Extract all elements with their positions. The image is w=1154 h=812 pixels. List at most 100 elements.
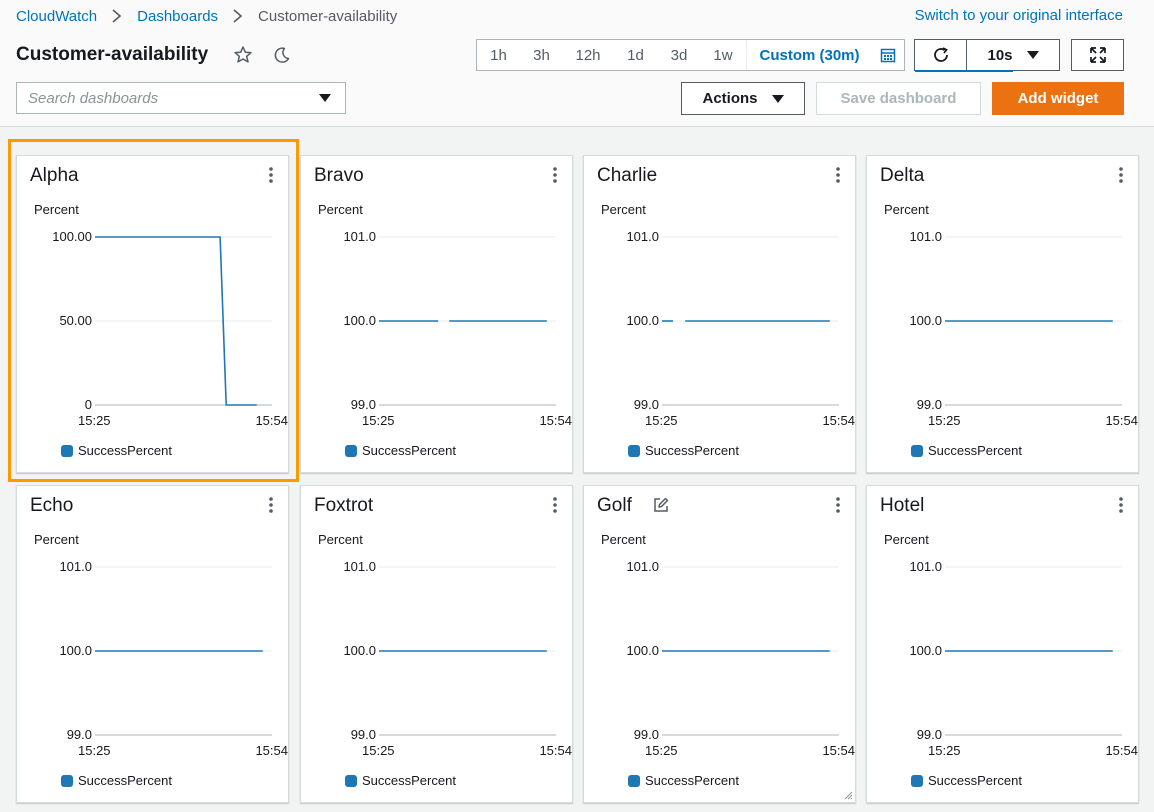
legend-swatch: [61, 774, 73, 787]
y-tick-label: 101.0: [343, 559, 376, 574]
widget-golf[interactable]: Golf Percent 101.0 100.0 99.0 15:25 15:54 Succe…: [583, 485, 856, 803]
widget-foxtrot[interactable]: Foxtrot Percent 101.0 100.0 99.0 15:25 15:54 Su…: [300, 485, 573, 803]
more-options-icon[interactable]: [1116, 166, 1126, 184]
y-tick-label: 99.0: [351, 397, 376, 412]
x-tick-label: 15:54: [255, 743, 288, 758]
chart-legend[interactable]: SuccessPercent: [61, 443, 172, 458]
chart-legend[interactable]: SuccessPercent: [911, 773, 1022, 788]
legend-label: SuccessPercent: [362, 443, 456, 458]
legend-swatch: [345, 774, 357, 787]
search-input[interactable]: [17, 83, 307, 113]
chart-legend[interactable]: SuccessPercent: [61, 773, 172, 788]
more-options-icon[interactable]: [266, 166, 276, 184]
more-options-icon[interactable]: [1116, 496, 1126, 514]
y-tick-label: 100.0: [343, 643, 376, 658]
x-tick-label: 15:25: [78, 413, 111, 428]
breadcrumb-dashboards-link[interactable]: Dashboards: [137, 7, 219, 25]
y-tick-label: 100.0: [626, 313, 659, 328]
legend-label: SuccessPercent: [362, 773, 456, 788]
chart-legend[interactable]: SuccessPercent: [345, 773, 456, 788]
refresh-button[interactable]: [915, 40, 967, 70]
y-tick-label: 99.0: [634, 397, 659, 412]
switch-interface-link[interactable]: Switch to your original interface: [914, 7, 1123, 24]
resize-handle-icon[interactable]: [843, 790, 853, 800]
time-range-3d[interactable]: 3d: [670, 46, 688, 64]
refresh-interval-dropdown[interactable]: 10s: [967, 40, 1059, 70]
more-options-icon[interactable]: [266, 496, 276, 514]
y-tick-label: 99.0: [67, 727, 92, 742]
time-range-1w[interactable]: 1w: [713, 46, 733, 64]
actions-button[interactable]: Actions: [681, 82, 805, 115]
y-tick-label: 99.0: [917, 397, 942, 412]
moon-icon[interactable]: [272, 45, 292, 65]
y-axis-unit-label: Percent: [601, 202, 646, 217]
y-tick-label: 50.00: [59, 313, 92, 328]
y-tick-label: 99.0: [917, 727, 942, 742]
legend-label: SuccessPercent: [645, 773, 739, 788]
search-dashboards: [16, 82, 346, 114]
more-options-icon[interactable]: [833, 166, 843, 184]
time-range-1d[interactable]: 1d: [627, 46, 644, 64]
y-tick-label: 100.0: [343, 313, 376, 328]
y-tick-label: 101.0: [343, 229, 376, 244]
series-line-successpercent: [95, 236, 257, 406]
time-range-3h[interactable]: 3h: [533, 46, 550, 64]
widget-echo[interactable]: Echo Percent 101.0 100.0 99.0 15:25 15:54 Succe…: [16, 485, 289, 803]
legend-label: SuccessPercent: [928, 443, 1022, 458]
chart-legend[interactable]: SuccessPercent: [345, 443, 456, 458]
widget-title: Alpha: [30, 165, 79, 186]
chevron-right-icon: [105, 7, 129, 25]
y-tick-label: 100.00: [52, 229, 92, 244]
widget-title: Golf: [597, 495, 632, 516]
y-tick-label: 99.0: [351, 727, 376, 742]
x-tick-label: 15:54: [539, 743, 572, 758]
edit-icon[interactable]: [653, 497, 669, 513]
add-widget-button[interactable]: Add widget: [992, 82, 1124, 115]
chart-legend[interactable]: SuccessPercent: [628, 773, 739, 788]
caret-down-icon[interactable]: [319, 94, 331, 102]
legend-swatch: [345, 444, 357, 457]
line-chart: 101.0 100.0 99.015:25 15:54: [59, 559, 288, 758]
widget-title: Echo: [30, 495, 74, 516]
line-chart: 100.00 50.00 015:25 15:54: [52, 229, 288, 428]
y-axis-unit-label: Percent: [34, 202, 79, 217]
y-tick-label: 101.0: [909, 559, 942, 574]
x-tick-label: 15:54: [539, 413, 572, 428]
y-tick-label: 101.0: [626, 559, 659, 574]
time-range-12h[interactable]: 12h: [575, 46, 601, 64]
widget-title: Hotel: [880, 495, 925, 516]
y-tick-label: 101.0: [59, 559, 92, 574]
widget-title: Charlie: [597, 165, 658, 186]
widget-delta[interactable]: Delta Percent 101.0 100.0 99.0 15:25 15:54 Succ…: [866, 155, 1139, 473]
save-dashboard-button[interactable]: Save dashboard: [816, 82, 981, 115]
more-options-icon[interactable]: [550, 166, 560, 184]
breadcrumb-cloudwatch-link[interactable]: CloudWatch: [16, 7, 98, 25]
y-axis-unit-label: Percent: [601, 532, 646, 547]
widget-bravo[interactable]: Bravo Percent 101.0 100.0 99.0 15:25 15:54 Succ…: [300, 155, 573, 473]
time-range-custom[interactable]: Custom (30m): [746, 40, 872, 70]
x-tick-label: 15:25: [645, 743, 678, 758]
fullscreen-button[interactable]: [1071, 39, 1124, 71]
x-tick-label: 15:54: [822, 413, 855, 428]
widget-hotel[interactable]: Hotel Percent 101.0 100.0 99.0 15:25 15:54 Succ…: [866, 485, 1139, 803]
x-tick-label: 15:25: [362, 413, 395, 428]
chart-legend[interactable]: SuccessPercent: [628, 443, 739, 458]
legend-label: SuccessPercent: [928, 773, 1022, 788]
widget-title: Delta: [880, 165, 925, 186]
calendar-icon[interactable]: [872, 40, 904, 70]
legend-swatch: [628, 444, 640, 457]
chart-legend[interactable]: SuccessPercent: [911, 443, 1022, 458]
more-options-icon[interactable]: [833, 496, 843, 514]
more-options-icon[interactable]: [550, 496, 560, 514]
widget-alpha[interactable]: Alpha Percent 100.00 50.00 0 15:25 15:54 Succes…: [16, 155, 289, 473]
chevron-right-icon: [226, 7, 250, 25]
star-icon[interactable]: [233, 45, 253, 65]
time-range-1h[interactable]: 1h: [490, 46, 507, 64]
breadcrumb-current: Customer-availability: [258, 7, 398, 25]
refresh-controls: 10s: [914, 39, 1060, 72]
time-range-selector: 1h 3h 12h 1d 3d 1w Custom (30m): [476, 39, 905, 71]
line-chart: 101.0 100.0 99.015:25 15:54: [909, 559, 1138, 758]
caret-down-icon: [1026, 51, 1039, 59]
refresh-underline: [915, 70, 1013, 72]
widget-charlie[interactable]: Charlie Percent 101.0 100.0 99.0 15:25 15:54 Su…: [583, 155, 856, 473]
